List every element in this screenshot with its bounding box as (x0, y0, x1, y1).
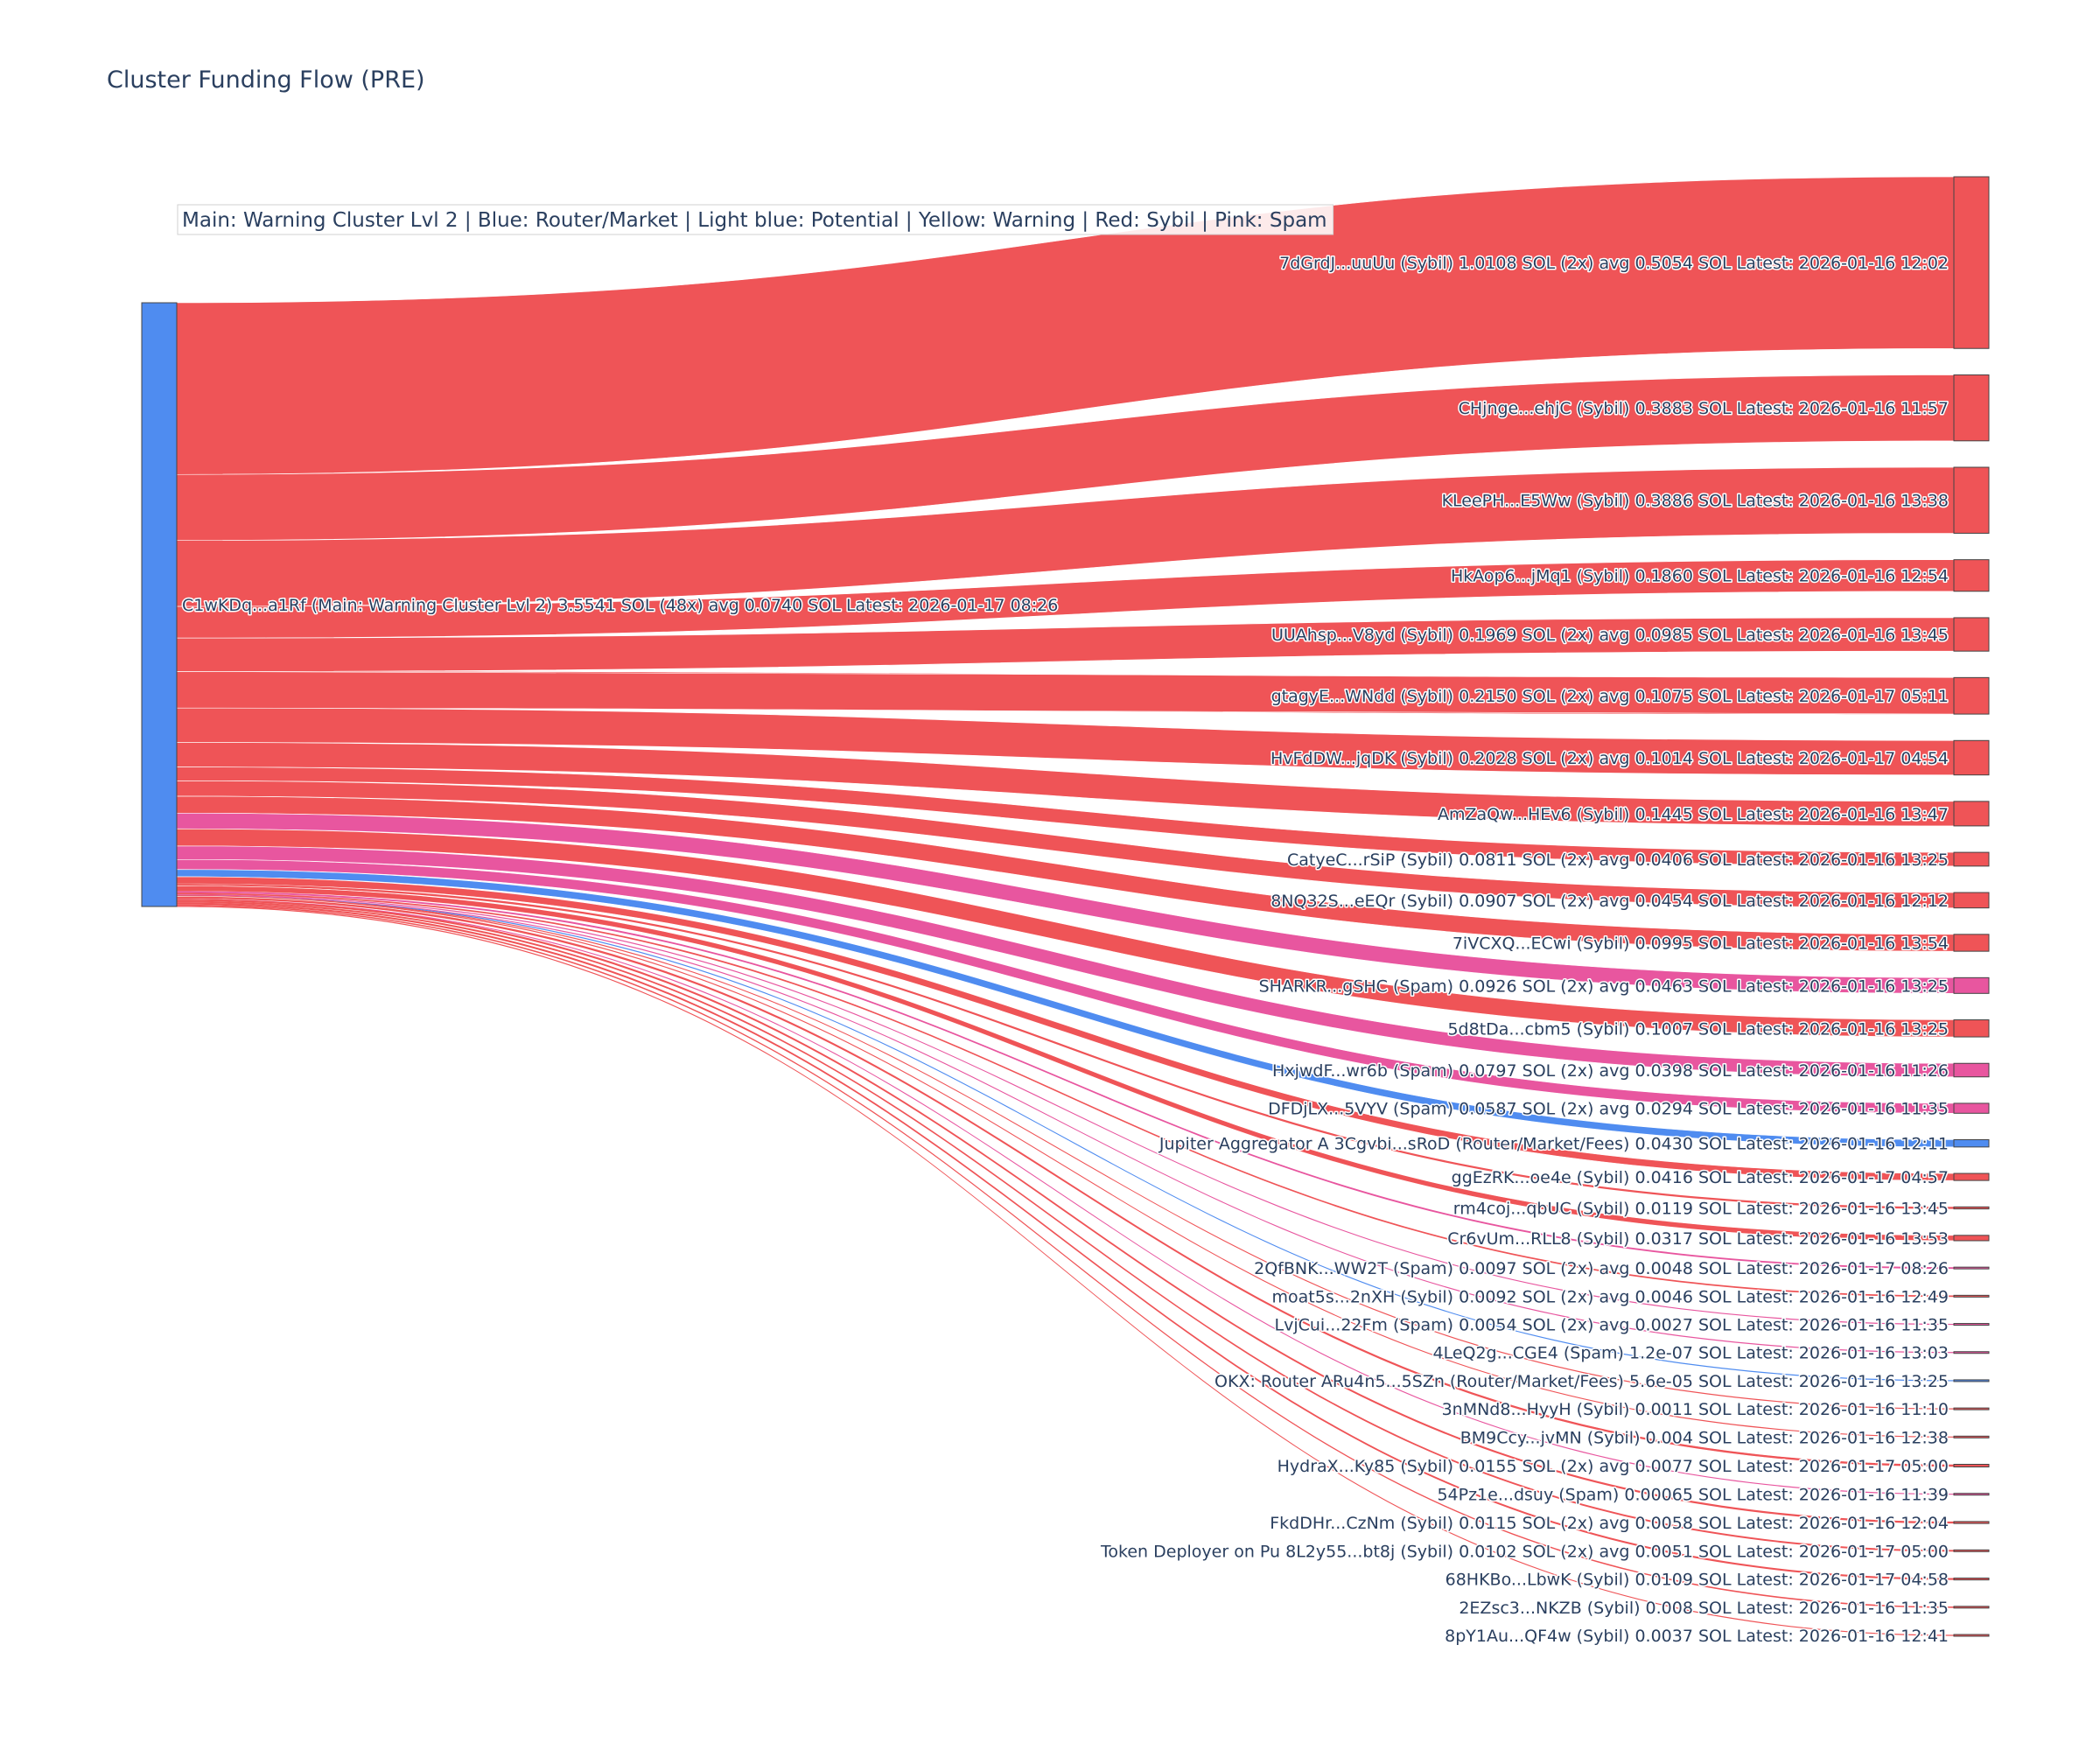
target-node-label: KLeePH...E5Ww (Sybil) 0.3886 SOL Latest:… (1442, 492, 1949, 511)
target-node-label: ggEzRK...oe4e (Sybil) 0.0416 SOL Latest:… (1452, 1168, 1949, 1187)
flow-link[interactable] (177, 899, 1954, 1524)
target-node-label: HvFdDW...jqDK (Sybil) 0.2028 SOL (2x) av… (1270, 749, 1949, 768)
target-node[interactable] (1953, 1435, 1990, 1438)
target-node-label: 54Pz1e...dsuy (Spam) 0.00065 SOL Latest:… (1437, 1486, 1949, 1505)
link-group (176, 176, 1955, 1636)
target-node[interactable] (1953, 1606, 1990, 1609)
target-node[interactable] (1953, 1172, 1990, 1181)
flow-link[interactable] (177, 904, 1954, 1608)
flow-link[interactable] (177, 895, 1954, 1410)
target-node[interactable] (1953, 1634, 1990, 1637)
flow-link[interactable] (177, 906, 1954, 1636)
target-node[interactable] (1953, 1493, 1990, 1496)
target-node-label: gtagyE...WNdd (Sybil) 0.2150 SOL (2x) av… (1271, 687, 1949, 706)
target-node[interactable] (1953, 1521, 1990, 1524)
target-node-label: 7dGrdJ...uuUu (Sybil) 1.0108 SOL (2x) av… (1279, 254, 1949, 273)
target-node-label: CHjnge...ehjC (Sybil) 0.3883 SOL Latest:… (1459, 399, 1949, 418)
target-node[interactable] (1953, 739, 1990, 776)
target-node-label: 8pY1Au...QF4w (Sybil) 0.0037 SOL Latest:… (1445, 1627, 1949, 1646)
target-node-label: 5d8tDa...cbm5 (Sybil) 0.1007 SOL Latest:… (1447, 1019, 1949, 1039)
target-node[interactable] (1953, 1323, 1990, 1326)
target-node-label: HkAop6...jMq1 (Sybil) 0.1860 SOL Latest:… (1451, 567, 1949, 586)
target-node-label: 68HKBo...LbwK (Sybil) 0.0109 SOL Latest:… (1446, 1571, 1949, 1590)
target-node[interactable] (1953, 1102, 1990, 1114)
target-node-label: 7iVCXQ...ECwi (Sybil) 0.0995 SOL Latest:… (1452, 934, 1949, 953)
target-node-label: OKX: Router ARu4n5...5SZn (Router/Market… (1214, 1372, 1949, 1391)
legend-box (177, 204, 1334, 235)
target-node[interactable] (1953, 1351, 1990, 1354)
flow-link[interactable] (177, 902, 1954, 1580)
target-node[interactable] (1953, 976, 1990, 994)
target-node[interactable] (1953, 1139, 1990, 1148)
target-node-label: UUAhsp...V8yd (Sybil) 0.1969 SOL (2x) av… (1271, 626, 1949, 645)
target-node-label: BM9Ccy...jvMN (Sybil) 0.004 SOL Latest: … (1460, 1428, 1949, 1447)
legend-annotation: Main: Warning Cluster Lvl 2 | Blue: Rout… (182, 209, 1327, 232)
target-node[interactable] (1953, 801, 1990, 827)
target-node[interactable] (1953, 466, 1990, 534)
target-node-label: FkdDHr...CzNm (Sybil) 0.0115 SOL (2x) av… (1270, 1514, 1949, 1533)
target-node[interactable] (1953, 1235, 1990, 1242)
target-node-label: 3nMNd8...HyyH (Sybil) 0.0011 SOL Latest:… (1442, 1400, 1949, 1419)
flow-link[interactable] (177, 891, 1954, 1270)
target-node[interactable] (1953, 1294, 1990, 1298)
target-node-label: LvjCui...22Fm (Spam) 0.0054 SOL (2x) avg… (1275, 1316, 1949, 1335)
flow-link[interactable] (177, 900, 1954, 1552)
target-node-label: SHARKR...gSHC (Spam) 0.0926 SOL (2x) avg… (1259, 976, 1949, 996)
target-node-label: Token Deployer on Pu 8L2y55...bt8j (Sybi… (1100, 1542, 1949, 1561)
target-node-label: moat5s...2nXH (Sybil) 0.0092 SOL (2x) av… (1272, 1287, 1949, 1306)
target-node-label: 8NQ32S...eEQr (Sybil) 0.0907 SOL (2x) av… (1270, 892, 1949, 911)
chart-title: Cluster Funding Flow (PRE) (107, 66, 425, 94)
target-node-label: 2QfBNK...WW2T (Spam) 0.0097 SOL (2x) avg… (1254, 1259, 1949, 1278)
target-node-label: HydraX...Ky85 (Sybil) 0.0155 SOL (2x) av… (1278, 1457, 1949, 1476)
target-node[interactable] (1953, 176, 1990, 349)
target-node[interactable] (1953, 1266, 1990, 1270)
source-node[interactable] (141, 302, 178, 907)
target-node[interactable] (1953, 1549, 1990, 1552)
flow-link[interactable] (177, 895, 1954, 1354)
target-node[interactable] (1953, 617, 1990, 652)
flow-link[interactable] (177, 894, 1954, 1326)
target-node[interactable] (1953, 1407, 1990, 1410)
flow-link[interactable] (177, 895, 1954, 1382)
target-node[interactable] (1953, 676, 1990, 715)
target-node[interactable] (1953, 934, 1990, 952)
target-node-label: Cr6vUm...RLL8 (Sybil) 0.0317 SOL Latest:… (1447, 1229, 1949, 1249)
target-node[interactable] (1953, 374, 1990, 442)
flow-link[interactable] (177, 884, 1954, 1209)
target-node[interactable] (1953, 1578, 1990, 1581)
target-node-label: 4LeQ2g...CGE4 (Spam) 1.2e-07 SOL Latest:… (1432, 1344, 1949, 1363)
target-node[interactable] (1953, 1062, 1990, 1078)
target-node-label: HxjwdF...wr6b (Spam) 0.0797 SOL (2x) avg… (1272, 1061, 1949, 1081)
target-node-group (1953, 176, 1990, 1637)
target-node[interactable] (1953, 892, 1990, 909)
target-node-label: Jupiter Aggregator A 3Cgvbi...sRoD (Rout… (1158, 1135, 1949, 1154)
target-node[interactable] (1953, 1206, 1990, 1210)
target-node-label: 2EZsc3...NKZB (Sybil) 0.008 SOL Latest: … (1459, 1599, 1949, 1618)
target-node[interactable] (1953, 1379, 1990, 1382)
target-node-label: AmZaQw...HEv6 (Sybil) 0.1445 SOL Latest:… (1438, 805, 1949, 824)
source-node-label: C1wKDq...a1Rf (Main: Warning Cluster Lvl… (182, 596, 1058, 615)
target-node-label: rm4coj...qbUC (Sybil) 0.0119 SOL Latest:… (1453, 1199, 1949, 1218)
target-node-label: CatyeC...rSiP (Sybil) 0.0811 SOL (2x) av… (1287, 850, 1949, 870)
target-node[interactable] (1953, 1019, 1990, 1038)
flow-link[interactable] (177, 892, 1954, 1298)
target-node[interactable] (1953, 559, 1990, 592)
target-node[interactable] (1953, 851, 1990, 867)
flow-link[interactable] (177, 899, 1954, 1495)
target-node[interactable] (1953, 1463, 1990, 1468)
target-node-label: DFDjLX...5VYV (Spam) 0.0587 SOL (2x) avg… (1268, 1100, 1949, 1119)
flow-link[interactable] (177, 895, 1954, 1438)
label-group: 7dGrdJ...uuUu (Sybil) 1.0108 SOL (2x) av… (1099, 253, 1950, 1648)
